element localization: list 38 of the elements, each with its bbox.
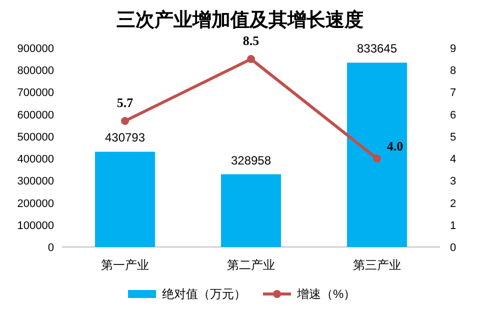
data-label: 4.0 <box>386 138 404 154</box>
y2-tick-label: 1 <box>450 220 456 232</box>
chart-title: 三次产业增加值及其增长速度 <box>116 9 364 31</box>
data-label: 5.7 <box>116 94 134 110</box>
y2-tick-label: 5 <box>450 131 456 144</box>
x-tick-label: 第一产业 <box>101 258 149 272</box>
y-tick-label: 400000 <box>17 154 54 166</box>
y-tick-label: 500000 <box>17 131 54 144</box>
y-tick-label: 600000 <box>17 109 54 122</box>
point <box>373 154 381 163</box>
x-tick-label: 第三产业 <box>353 258 401 272</box>
y2-tick-label: 9 <box>450 43 456 55</box>
y-tick-label: 900000 <box>17 43 54 55</box>
y2-tick-label: 8 <box>450 65 456 78</box>
x-tick-label: 第二产业 <box>227 258 275 272</box>
y2-tick-label: 7 <box>450 87 456 100</box>
bar <box>221 174 281 247</box>
y-tick-label: 800000 <box>17 65 54 78</box>
point <box>247 55 255 64</box>
data-label: 328958 <box>230 153 272 168</box>
data-label: 8.5 <box>242 33 260 48</box>
y-tick-label: 200000 <box>17 198 54 210</box>
y-tick-label: 300000 <box>17 176 54 188</box>
y-tick-label: 100000 <box>17 220 54 232</box>
y2-tick-label: 0 <box>450 242 456 254</box>
legend-label: 增速（%） <box>296 287 356 301</box>
legend-label: 绝对值（万元） <box>162 287 246 301</box>
bar <box>347 62 407 247</box>
point <box>121 116 129 125</box>
data-label: 430793 <box>104 130 146 145</box>
y2-tick-label: 6 <box>450 109 456 122</box>
bar <box>95 152 155 247</box>
y-tick-label: 0 <box>48 242 54 254</box>
y-tick-label: 700000 <box>17 87 54 100</box>
y2-tick-label: 4 <box>450 154 456 166</box>
y2-tick-label: 3 <box>450 176 456 188</box>
y2-tick-label: 2 <box>450 198 456 210</box>
data-label: 833645 <box>356 42 398 56</box>
